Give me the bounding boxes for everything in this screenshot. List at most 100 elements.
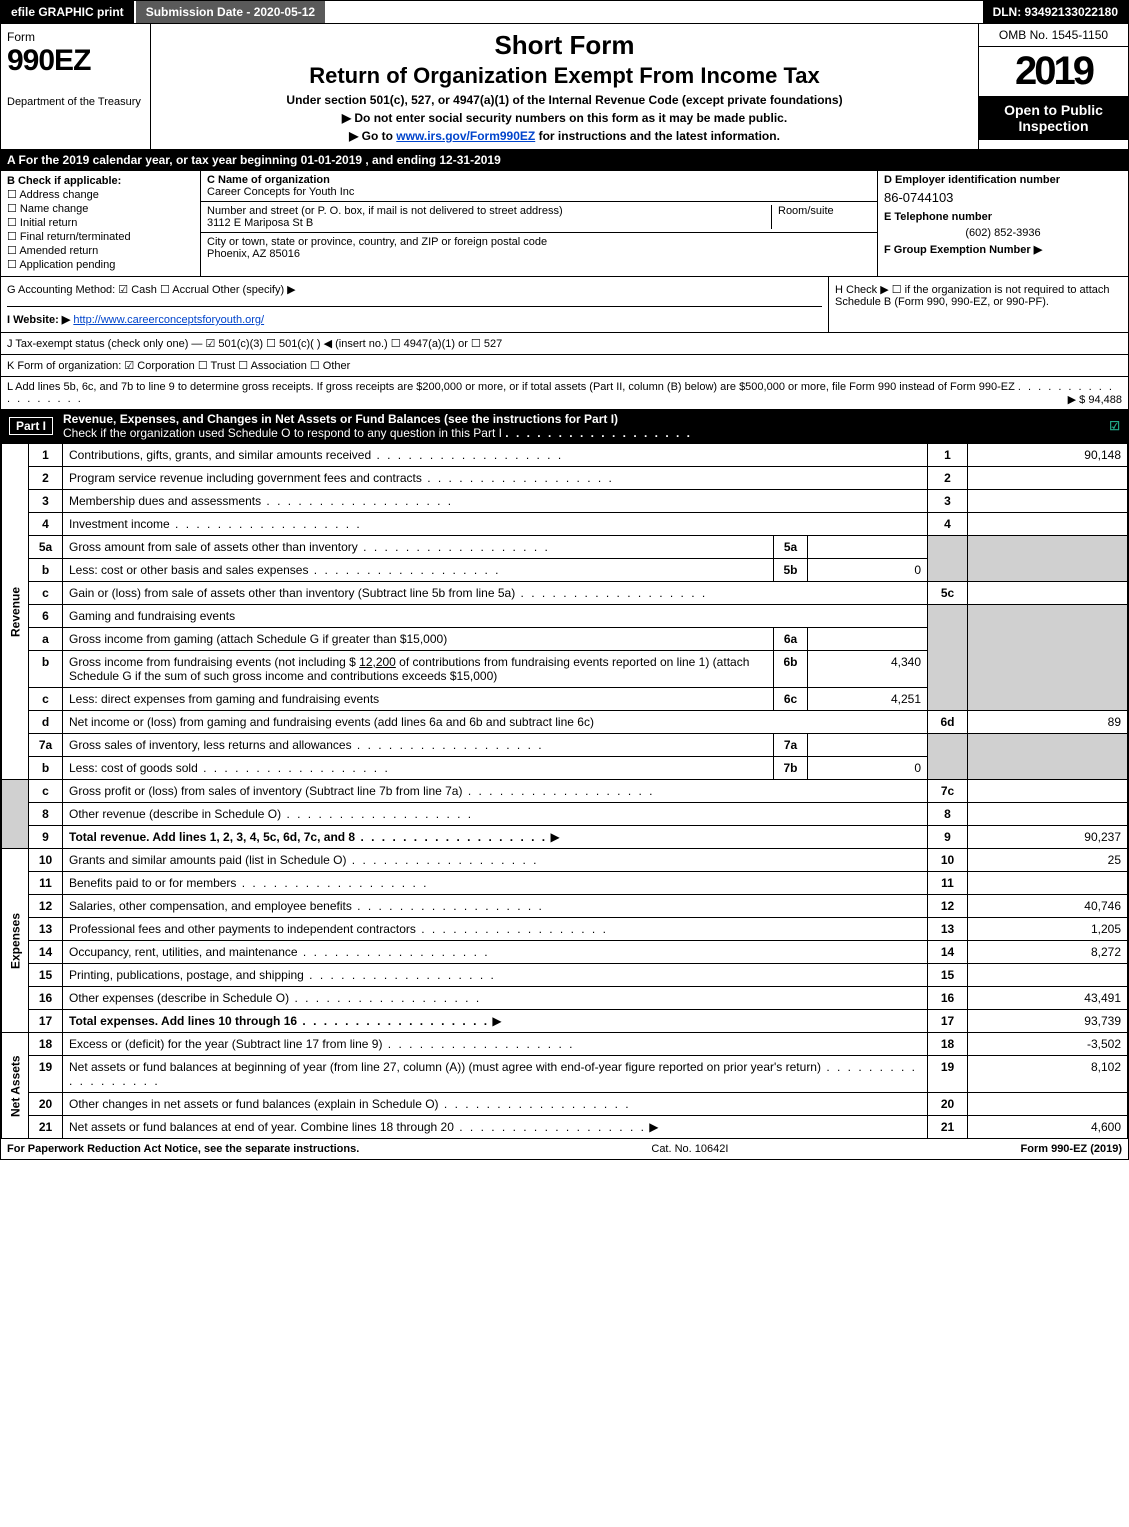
website-link[interactable]: http://www.careerconceptsforyouth.org/ bbox=[73, 314, 264, 326]
desc-11: Benefits paid to or for members bbox=[69, 876, 428, 890]
ln-3: 3 bbox=[29, 490, 63, 513]
subamt-6a bbox=[808, 628, 928, 651]
ln-5c: c bbox=[29, 582, 63, 605]
desc-2: Program service revenue including govern… bbox=[69, 471, 614, 485]
tax-year: 2019 bbox=[979, 47, 1128, 96]
title-return: Return of Organization Exempt From Incom… bbox=[161, 63, 968, 89]
irs-link[interactable]: www.irs.gov/Form990EZ bbox=[396, 129, 535, 143]
col-13: 13 bbox=[928, 918, 968, 941]
amt-6d: 89 bbox=[968, 711, 1128, 734]
j-tax-exempt: J Tax-exempt status (check only one) — ☑… bbox=[1, 332, 1128, 354]
amt-3 bbox=[968, 490, 1128, 513]
efile-print-button[interactable]: efile GRAPHIC print bbox=[1, 1, 136, 23]
org-street: 3112 E Mariposa St B bbox=[207, 217, 313, 229]
sub-6b: 6b bbox=[774, 651, 808, 688]
phone-value: (602) 852-3936 bbox=[884, 227, 1122, 239]
org-city: Phoenix, AZ 85016 bbox=[207, 248, 300, 260]
desc-6b-1: Gross income from fundraising events (no… bbox=[69, 655, 359, 669]
amt-5c bbox=[968, 582, 1128, 605]
part1-checkbox[interactable]: ☑ bbox=[1109, 419, 1120, 433]
l-text: L Add lines 5b, 6c, and 7b to line 9 to … bbox=[7, 381, 1015, 393]
desc-1: Contributions, gifts, grants, and simila… bbox=[69, 448, 563, 462]
subtitle-section: Under section 501(c), 527, or 4947(a)(1)… bbox=[161, 93, 968, 107]
goto-prefix: Go to bbox=[362, 129, 397, 143]
desc-6c: Less: direct expenses from gaming and fu… bbox=[69, 692, 379, 706]
ck-final-return[interactable]: Final return/terminated bbox=[7, 230, 194, 243]
ln-19: 19 bbox=[29, 1056, 63, 1093]
desc-19: Net assets or fund balances at beginning… bbox=[69, 1060, 917, 1088]
amt-7c bbox=[968, 780, 1128, 803]
ck-initial-return[interactable]: Initial return bbox=[7, 216, 194, 229]
part1-tag: Part I bbox=[9, 417, 53, 435]
ck-address-change[interactable]: Address change bbox=[7, 188, 194, 201]
b-header: B Check if applicable: bbox=[7, 175, 121, 187]
desc-3: Membership dues and assessments bbox=[69, 494, 453, 508]
sub-5a: 5a bbox=[774, 536, 808, 559]
amt-9: 90,237 bbox=[968, 826, 1128, 849]
amt-11 bbox=[968, 872, 1128, 895]
open-public-1: Open to Public bbox=[983, 102, 1124, 118]
omb-number: OMB No. 1545-1150 bbox=[979, 24, 1128, 47]
sub-7b: 7b bbox=[774, 757, 808, 780]
side-net-assets: Net Assets bbox=[2, 1033, 29, 1139]
sub-7a: 7a bbox=[774, 734, 808, 757]
desc-7a: Gross sales of inventory, less returns a… bbox=[69, 738, 544, 752]
ln-20: 20 bbox=[29, 1093, 63, 1116]
col-10: 10 bbox=[928, 849, 968, 872]
amt-20 bbox=[968, 1093, 1128, 1116]
f-group-label: F Group Exemption Number ▶ bbox=[884, 244, 1042, 256]
open-public-2: Inspection bbox=[983, 118, 1124, 134]
room-suite-label: Room/suite bbox=[771, 205, 871, 229]
subamt-5b: 0 bbox=[808, 559, 928, 582]
k-form-org: K Form of organization: ☑ Corporation ☐ … bbox=[1, 354, 1128, 376]
ln-17: 17 bbox=[29, 1010, 63, 1033]
page-footer: For Paperwork Reduction Act Notice, see … bbox=[1, 1139, 1128, 1159]
col-16: 16 bbox=[928, 987, 968, 1010]
h-schedule-b: H Check ▶ ☐ if the organization is not r… bbox=[828, 277, 1128, 332]
g-accounting-method: G Accounting Method: ☑ Cash ☐ Accrual Ot… bbox=[7, 283, 822, 307]
amt-4 bbox=[968, 513, 1128, 536]
c-city-label: City or town, state or province, country… bbox=[207, 236, 547, 248]
submission-date-button[interactable]: Submission Date - 2020-05-12 bbox=[136, 1, 327, 23]
amt-16: 43,491 bbox=[968, 987, 1128, 1010]
desc-17: Total expenses. Add lines 10 through 16 bbox=[69, 1014, 489, 1028]
ck-application-pending[interactable]: Application pending bbox=[7, 258, 194, 271]
col-4: 4 bbox=[928, 513, 968, 536]
desc-6b-amount: 12,200 bbox=[359, 655, 396, 669]
desc-8: Other revenue (describe in Schedule O) bbox=[69, 807, 473, 821]
desc-5c: Gain or (loss) from sale of assets other… bbox=[69, 586, 707, 600]
ln-4: 4 bbox=[29, 513, 63, 536]
subamt-6b: 4,340 bbox=[808, 651, 928, 688]
subamt-7b: 0 bbox=[808, 757, 928, 780]
title-short-form: Short Form bbox=[161, 30, 968, 61]
col-1: 1 bbox=[928, 444, 968, 467]
ln-6b: b bbox=[29, 651, 63, 688]
i-website-label: I Website: ▶ bbox=[7, 314, 70, 326]
desc-5a: Gross amount from sale of assets other t… bbox=[69, 540, 550, 554]
amt-17: 93,739 bbox=[968, 1010, 1128, 1033]
ln-13: 13 bbox=[29, 918, 63, 941]
desc-20: Other changes in net assets or fund bala… bbox=[69, 1097, 631, 1111]
form-word: Form bbox=[7, 30, 144, 44]
section-c: C Name of organization Career Concepts f… bbox=[201, 171, 878, 276]
ln-14: 14 bbox=[29, 941, 63, 964]
side-expenses: Expenses bbox=[2, 849, 29, 1033]
footer-catno: Cat. No. 10642I bbox=[359, 1143, 1020, 1155]
amt-1: 90,148 bbox=[968, 444, 1128, 467]
ln-8: 8 bbox=[29, 803, 63, 826]
ck-amended-return[interactable]: Amended return bbox=[7, 244, 194, 257]
amt-2 bbox=[968, 467, 1128, 490]
ln-11: 11 bbox=[29, 872, 63, 895]
ck-name-change[interactable]: Name change bbox=[7, 202, 194, 215]
col-18: 18 bbox=[928, 1033, 968, 1056]
amt-8 bbox=[968, 803, 1128, 826]
desc-14: Occupancy, rent, utilities, and maintena… bbox=[69, 945, 490, 959]
form-number: 990EZ bbox=[7, 44, 144, 78]
amt-12: 40,746 bbox=[968, 895, 1128, 918]
dln-label: DLN: 93492133022180 bbox=[983, 1, 1128, 23]
ln-18: 18 bbox=[29, 1033, 63, 1056]
top-bar: efile GRAPHIC print Submission Date - 20… bbox=[1, 1, 1128, 23]
amt-21: 4,600 bbox=[968, 1116, 1128, 1139]
part1-title: Revenue, Expenses, and Changes in Net As… bbox=[63, 412, 618, 426]
col-5c: 5c bbox=[928, 582, 968, 605]
